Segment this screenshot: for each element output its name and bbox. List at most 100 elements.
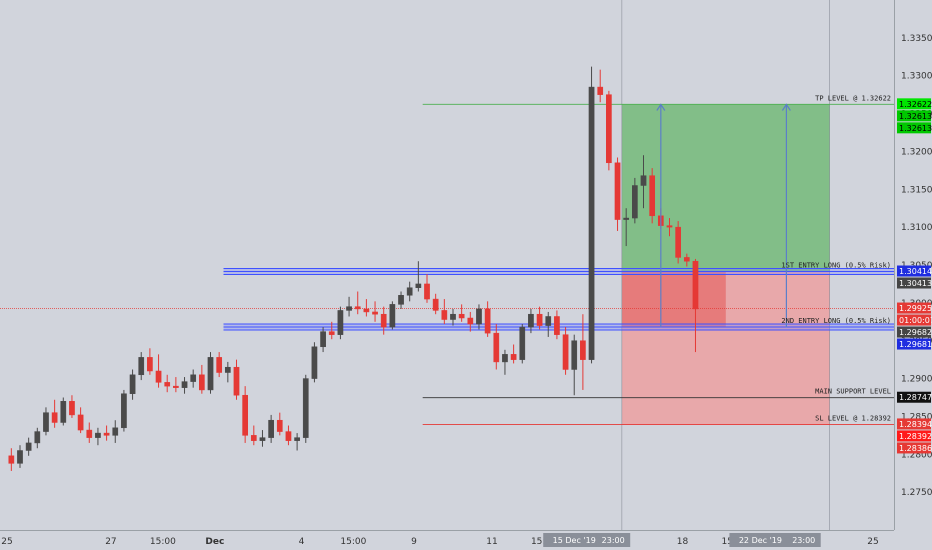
candle-body-53	[467, 317, 474, 325]
price-tag-10: 1.28392	[899, 432, 932, 441]
x-range-bg-2	[729, 533, 792, 547]
level-label-1: TP LEVEL @ 1.32622	[815, 94, 891, 102]
candle-body-54	[476, 308, 482, 325]
x-range-label-3: 23:00	[792, 536, 815, 545]
price-tag-bg-3	[897, 265, 931, 277]
candle-body-59	[519, 326, 526, 360]
price-tag-bg-10	[897, 430, 931, 442]
price-axis-tags: 1.32622 1.32613 1.32613 1.30414 1.30413 1.299…	[897, 98, 932, 454]
candle-body-17	[155, 370, 162, 383]
candle-body-63	[554, 316, 560, 335]
candle-body-40	[354, 306, 361, 310]
candle-body-77	[675, 226, 681, 258]
price-tag-8: 1.29682	[899, 328, 932, 337]
candle-body-20	[181, 381, 188, 388]
candle-body-72	[632, 185, 638, 219]
candle-body-30	[268, 419, 274, 438]
y-tick-label-8: 1.31500	[901, 185, 932, 195]
candle-body-26	[233, 366, 240, 396]
x-range-label-2: 22 Dec '19	[739, 536, 782, 545]
candle-body-58	[510, 354, 517, 360]
candle-body-23	[207, 357, 214, 391]
candle-body-33	[294, 437, 300, 441]
candle-body-42	[372, 311, 378, 315]
x-tick-label-5: 15:00	[340, 537, 366, 547]
price-tag-bg-7	[897, 338, 931, 350]
candle-body-76	[666, 225, 673, 228]
candle-body-34	[302, 378, 309, 438]
candle-body-69	[606, 94, 612, 164]
candle-body-4	[43, 412, 49, 432]
candle-body-16	[147, 357, 153, 372]
price-tag-2: 1.32613	[899, 124, 932, 133]
candle-body-43	[380, 313, 387, 328]
x-tick-label-7: 11	[486, 537, 497, 547]
candle-body-29	[259, 437, 266, 441]
y-tick-label-0: 1.27500	[901, 488, 932, 498]
price-tag-bg-8	[897, 326, 931, 338]
level-label-4: MAIN SUPPORT LEVEL	[815, 388, 891, 396]
x-tick-label-0: 25	[1, 537, 12, 547]
price-tag-4: 1.30413	[899, 279, 932, 288]
candle-body-49	[432, 298, 439, 311]
y-tick-label-11: 1.33000	[901, 72, 932, 82]
x-tick-label-3: Dec	[205, 537, 224, 547]
candle-body-61	[536, 313, 543, 326]
level-label-3: 2ND ENTRY LONG (0.5% Risk)	[781, 317, 891, 325]
candle-body-79	[692, 260, 699, 310]
x-tick-label-2: 15:00	[150, 537, 176, 547]
position-zones	[621, 104, 830, 425]
x-tick-label-4: 4	[299, 537, 305, 547]
candle-body-21	[190, 374, 197, 382]
vertical-markers	[621, 0, 831, 530]
y-tick-label-12: 1.33500	[901, 34, 932, 44]
candle-body-25	[224, 366, 231, 373]
candle-body-66	[580, 340, 586, 360]
candle-body-19	[173, 385, 179, 388]
candle-body-18	[164, 382, 171, 387]
candle-body-7	[69, 401, 75, 416]
candle-body-50	[441, 310, 448, 320]
y-tick-label-1: 1.28000	[901, 450, 932, 460]
price-tag-3: 1.30414	[899, 267, 932, 276]
candle-body-5	[51, 412, 58, 423]
candle-body-10	[95, 432, 101, 438]
x-range-bg-0	[543, 533, 606, 547]
candle-body-45	[398, 295, 404, 305]
active-loss-zone	[621, 271, 726, 328]
price-tag-bg-6	[897, 314, 931, 326]
price-tag-bg-2	[897, 122, 931, 134]
price-tag-bg-0	[897, 98, 931, 110]
y-tick-label-2: 1.28500	[901, 412, 932, 422]
candle-body-3	[34, 431, 41, 444]
target-arrows	[656, 103, 791, 328]
candle-body-73	[640, 175, 647, 186]
candle-body-39	[346, 306, 352, 311]
candle-body-48	[424, 283, 430, 300]
price-tag-12: 1.28386	[899, 444, 932, 453]
candle-body-6	[60, 401, 67, 423]
profit-zone	[621, 104, 830, 272]
candle-body-70	[614, 162, 621, 220]
price-tag-bg-12	[897, 442, 931, 454]
x-range-bg-1	[596, 533, 631, 547]
level-label-2: 1ST ENTRY LONG (0.5% Risk)	[781, 262, 891, 270]
price-tag-bg-1	[897, 110, 931, 122]
x-range-label-1: 23:00	[602, 536, 625, 545]
price-tag-0: 1.32622	[899, 100, 932, 109]
y-tick-label-9: 1.32000	[901, 147, 932, 157]
candle-body-71	[623, 217, 630, 220]
candle-body-67	[588, 86, 595, 360]
price-tag-7: 1.29681	[899, 340, 932, 349]
x-tick-label-6: 9	[411, 537, 417, 547]
level-labels: TP LEVEL @ 1.32622 1ST ENTRY LONG (0.5% R…	[781, 94, 891, 422]
candle-body-36	[320, 331, 326, 348]
candle-body-38	[337, 310, 344, 335]
candle-body-51	[450, 313, 456, 320]
candle-body-2	[25, 442, 32, 451]
candle-body-41	[363, 308, 370, 313]
candle-body-1	[17, 450, 23, 464]
candle-body-56	[493, 332, 500, 363]
